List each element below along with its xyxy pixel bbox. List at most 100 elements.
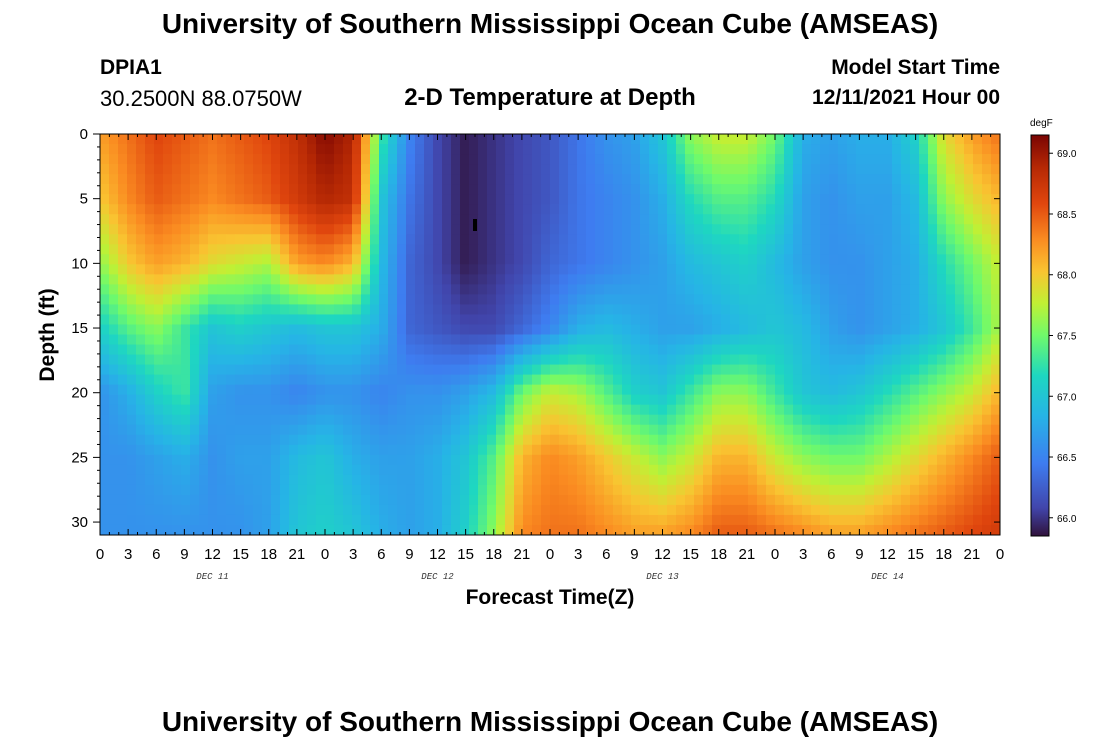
heatmap-cell <box>136 244 146 255</box>
heatmap-cell <box>910 304 920 316</box>
heatmap-cell <box>883 504 893 516</box>
heatmap-cell <box>937 454 947 466</box>
heatmap-cell <box>343 414 353 426</box>
heatmap-cell <box>532 284 542 296</box>
heatmap-cell <box>910 334 920 346</box>
heatmap-cell <box>955 524 965 535</box>
heatmap-cell <box>118 464 128 476</box>
heatmap-cell <box>703 174 713 185</box>
heatmap-cell <box>109 214 119 225</box>
heatmap-cell <box>451 204 461 215</box>
heatmap-cell <box>343 144 353 155</box>
heatmap-cell <box>784 214 794 225</box>
heatmap-cell <box>253 194 263 205</box>
heatmap-cell <box>766 164 776 175</box>
heatmap-cell <box>640 444 650 456</box>
heatmap-cell <box>730 514 740 526</box>
heatmap-cell <box>127 294 137 306</box>
heatmap-cell <box>208 364 218 376</box>
heatmap-cell <box>217 384 227 396</box>
heatmap-cell <box>235 344 245 356</box>
heatmap-cell <box>937 194 947 205</box>
heatmap-cell <box>550 464 560 476</box>
heatmap-cell <box>910 414 920 426</box>
x-tick-label: 0 <box>96 546 104 563</box>
heatmap-cell <box>847 384 857 396</box>
heatmap-cell <box>289 344 299 356</box>
heatmap-cell <box>694 324 704 336</box>
heatmap-cell <box>847 314 857 326</box>
heatmap-cell <box>415 424 425 436</box>
heatmap-cell <box>235 274 245 285</box>
heatmap-cell <box>856 314 866 326</box>
heatmap-cell <box>892 334 902 346</box>
heatmap-cell <box>226 464 236 476</box>
heatmap-cell <box>415 374 425 386</box>
heatmap-cell <box>505 424 515 436</box>
heatmap-cell <box>910 234 920 245</box>
heatmap-cell <box>253 474 263 486</box>
heatmap-cell <box>334 284 344 296</box>
heatmap-cell <box>226 264 236 275</box>
heatmap-cell <box>811 204 821 215</box>
heatmap-cell <box>730 184 740 195</box>
heatmap-cell <box>721 464 731 476</box>
heatmap-cell <box>856 524 866 535</box>
heatmap-cell <box>235 284 245 296</box>
heatmap-cell <box>379 484 389 496</box>
x-tick-label: 9 <box>630 546 638 563</box>
heatmap-cell <box>721 454 731 466</box>
heatmap-cell <box>127 484 137 496</box>
heatmap-cell <box>865 514 875 526</box>
heatmap-cell <box>262 194 272 205</box>
heatmap-cell <box>388 384 398 396</box>
heatmap-cell <box>505 354 515 366</box>
heatmap-cell <box>136 284 146 296</box>
heatmap-cell <box>343 484 353 496</box>
heatmap-cell <box>883 454 893 466</box>
heatmap-cell <box>541 464 551 476</box>
heatmap-cell <box>271 394 281 406</box>
heatmap-cell <box>856 184 866 195</box>
heatmap-cell <box>415 344 425 356</box>
heatmap-cell <box>172 154 182 165</box>
heatmap-cell <box>748 214 758 225</box>
heatmap-cell <box>919 424 929 436</box>
heatmap-cell <box>343 424 353 436</box>
heatmap-cell <box>172 494 182 506</box>
heatmap-cell <box>901 224 911 235</box>
heatmap-cell <box>496 204 506 215</box>
heatmap-cell <box>523 264 533 275</box>
heatmap-cell <box>451 294 461 306</box>
heatmap-cell <box>793 324 803 336</box>
heatmap-cell <box>181 374 191 386</box>
heatmap-cell <box>244 354 254 366</box>
heatmap-cell <box>532 224 542 235</box>
heatmap-cell <box>127 244 137 255</box>
heatmap-cell <box>388 504 398 516</box>
heatmap-cell <box>640 324 650 336</box>
heatmap-cell <box>226 334 236 346</box>
heatmap-cell <box>271 274 281 285</box>
heatmap-cell <box>712 424 722 436</box>
heatmap-cell <box>910 454 920 466</box>
heatmap-cell <box>217 324 227 336</box>
heatmap-cell <box>523 204 533 215</box>
heatmap-cell <box>973 234 983 245</box>
colorbar <box>1030 134 1050 537</box>
heatmap-cell <box>253 344 263 356</box>
heatmap-cell <box>163 454 173 466</box>
heatmap-cell <box>937 254 947 265</box>
heatmap-cell <box>451 264 461 275</box>
heatmap-cell <box>190 174 200 185</box>
heatmap-cell <box>154 404 164 416</box>
heatmap-cell <box>406 474 416 486</box>
heatmap-cell <box>118 204 128 215</box>
heatmap-cell <box>721 184 731 195</box>
heatmap-cell <box>352 364 362 376</box>
heatmap-cell <box>712 404 722 416</box>
heatmap-cell <box>307 174 317 185</box>
heatmap-cell <box>622 414 632 426</box>
heatmap-cell <box>973 254 983 265</box>
heatmap-cell <box>847 334 857 346</box>
